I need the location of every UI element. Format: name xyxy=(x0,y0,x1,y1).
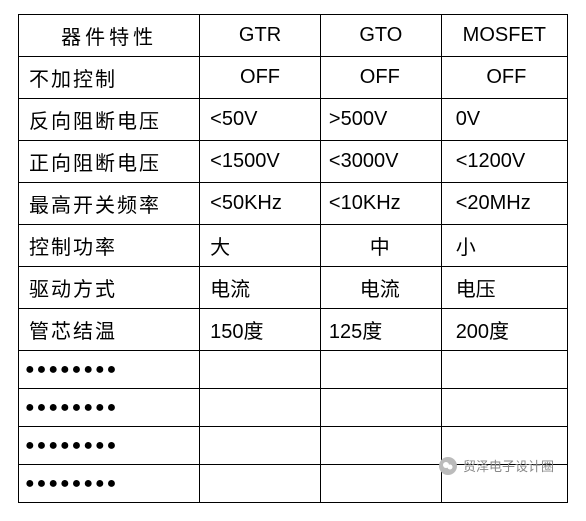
cell: <3000V xyxy=(320,141,441,183)
row-label: 正向阻断电压 xyxy=(19,141,200,183)
cell xyxy=(320,465,441,503)
table-row: 管芯结温 150度 125度 200度 xyxy=(19,309,568,351)
cell xyxy=(320,351,441,389)
wechat-icon xyxy=(439,457,457,475)
device-comparison-table: 器件特性 GTR GTO MOSFET 不加控制 OFF OFF OFF 反向阻… xyxy=(18,14,568,503)
table-row: 反向阻断电压 <50V >500V 0V xyxy=(19,99,568,141)
cell xyxy=(320,427,441,465)
col-header-property: 器件特性 xyxy=(19,15,200,57)
watermark: 贸泽电子设计圈 xyxy=(439,456,554,475)
cell xyxy=(200,465,321,503)
col-header-gto: GTO xyxy=(320,15,441,57)
cell: OFF xyxy=(320,57,441,99)
cell: 0V xyxy=(441,99,567,141)
cell: <50V xyxy=(200,99,321,141)
col-header-mosfet: MOSFET xyxy=(441,15,567,57)
cell: 大 xyxy=(200,225,321,267)
table-row: 正向阻断电压 <1500V <3000V <1200V xyxy=(19,141,568,183)
cell: 电压 xyxy=(441,267,567,309)
row-label-dots: ●●●●●●●● xyxy=(19,351,200,389)
cell xyxy=(441,389,567,427)
table-row: 不加控制 OFF OFF OFF xyxy=(19,57,568,99)
cell xyxy=(200,389,321,427)
cell: OFF xyxy=(200,57,321,99)
cell: <20MHz xyxy=(441,183,567,225)
cell: <1200V xyxy=(441,141,567,183)
row-label: 最高开关频率 xyxy=(19,183,200,225)
row-label-dots: ●●●●●●●● xyxy=(19,389,200,427)
cell: 中 xyxy=(320,225,441,267)
row-label: 控制功率 xyxy=(19,225,200,267)
row-label: 驱动方式 xyxy=(19,267,200,309)
table-header-row: 器件特性 GTR GTO MOSFET xyxy=(19,15,568,57)
col-header-gtr: GTR xyxy=(200,15,321,57)
cell: <1500V xyxy=(200,141,321,183)
table-row: ●●●●●●●● xyxy=(19,351,568,389)
cell: 电流 xyxy=(320,267,441,309)
row-label: 管芯结温 xyxy=(19,309,200,351)
table-row: ●●●●●●●● xyxy=(19,389,568,427)
row-label-dots: ●●●●●●●● xyxy=(19,427,200,465)
cell: 125度 xyxy=(320,309,441,351)
cell xyxy=(320,389,441,427)
table-row: 控制功率 大 中 小 xyxy=(19,225,568,267)
cell: 200度 xyxy=(441,309,567,351)
row-label-dots: ●●●●●●●● xyxy=(19,465,200,503)
cell xyxy=(200,351,321,389)
cell: 小 xyxy=(441,225,567,267)
cell: >500V xyxy=(320,99,441,141)
cell xyxy=(200,427,321,465)
comparison-table-container: 器件特性 GTR GTO MOSFET 不加控制 OFF OFF OFF 反向阻… xyxy=(0,0,586,521)
cell: 电流 xyxy=(200,267,321,309)
cell: 150度 xyxy=(200,309,321,351)
cell: <10KHz xyxy=(320,183,441,225)
row-label: 反向阻断电压 xyxy=(19,99,200,141)
table-row: 最高开关频率 <50KHz <10KHz <20MHz xyxy=(19,183,568,225)
cell xyxy=(441,351,567,389)
table-row: 驱动方式 电流 电流 电压 xyxy=(19,267,568,309)
row-label: 不加控制 xyxy=(19,57,200,99)
cell: OFF xyxy=(441,57,567,99)
cell: <50KHz xyxy=(200,183,321,225)
watermark-text: 贸泽电子设计圈 xyxy=(463,456,554,475)
